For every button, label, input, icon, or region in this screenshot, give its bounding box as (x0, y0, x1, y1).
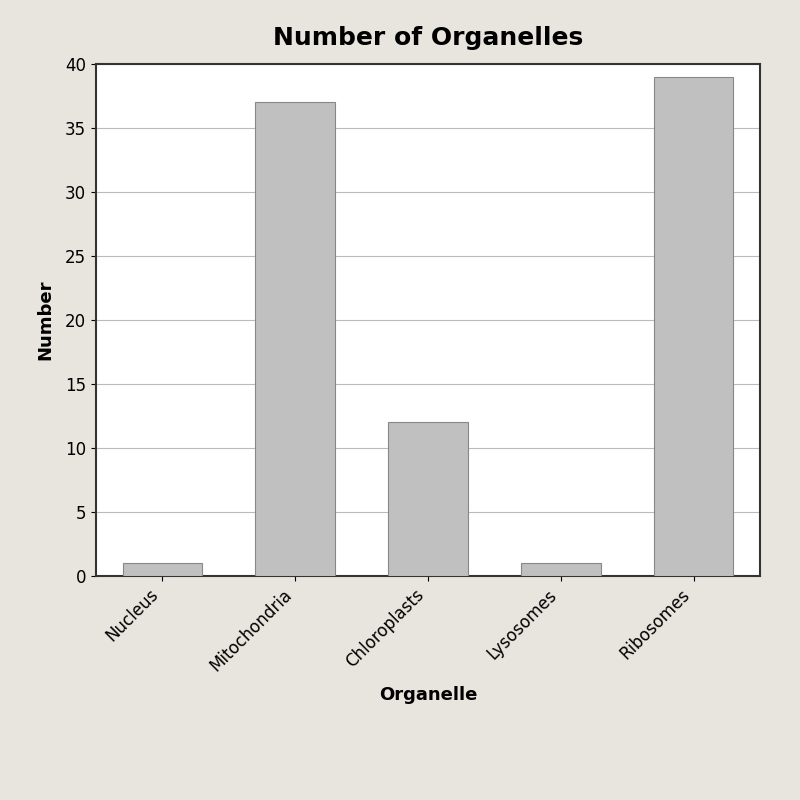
Bar (122, 563, 202, 576)
Title: Number of Organelles: Number of Organelles (273, 26, 583, 50)
Bar (388, 422, 468, 576)
X-axis label: Organelle: Organelle (379, 686, 477, 704)
Bar (255, 102, 335, 576)
Y-axis label: Number: Number (36, 280, 54, 360)
Bar (521, 563, 601, 576)
Bar (654, 77, 734, 576)
